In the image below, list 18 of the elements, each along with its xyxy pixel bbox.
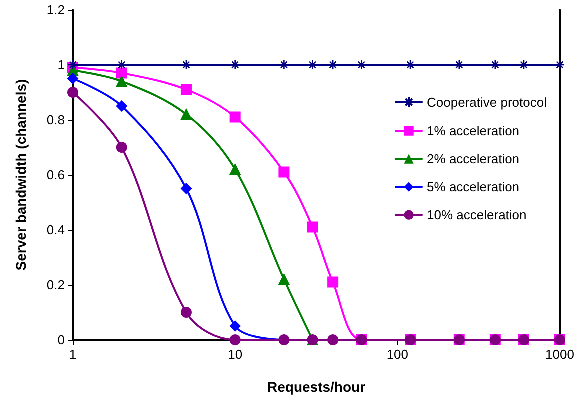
x-axis-title: Requests/hour bbox=[267, 379, 366, 395]
y-tick-label: 0.2 bbox=[46, 278, 65, 292]
legend-label: 1% acceleration bbox=[427, 124, 520, 139]
y-tick-label: 0.8 bbox=[46, 112, 65, 128]
legend-label: Cooperative protocol bbox=[427, 94, 548, 110]
legend-label: 2% acceleration bbox=[427, 152, 520, 167]
y-tick-label: 0.4 bbox=[46, 222, 65, 238]
y-tick-label: 1 bbox=[58, 58, 65, 72]
x-tick-label: 100 bbox=[386, 347, 409, 362]
y-tick-label: 1.2 bbox=[46, 2, 65, 18]
legend-label: 5% acceleration bbox=[427, 180, 520, 195]
y-tick-label: 0 bbox=[58, 332, 65, 348]
y-axis-title: Server bandwidth (channels) bbox=[13, 79, 29, 271]
x-tick-label: 1000 bbox=[546, 347, 574, 362]
x-tick-label: 1 bbox=[69, 347, 77, 362]
legend-label: 10% acceleration bbox=[427, 208, 527, 223]
x-tick-label: 10 bbox=[228, 347, 243, 362]
y-tick-label: 0.6 bbox=[46, 168, 65, 182]
